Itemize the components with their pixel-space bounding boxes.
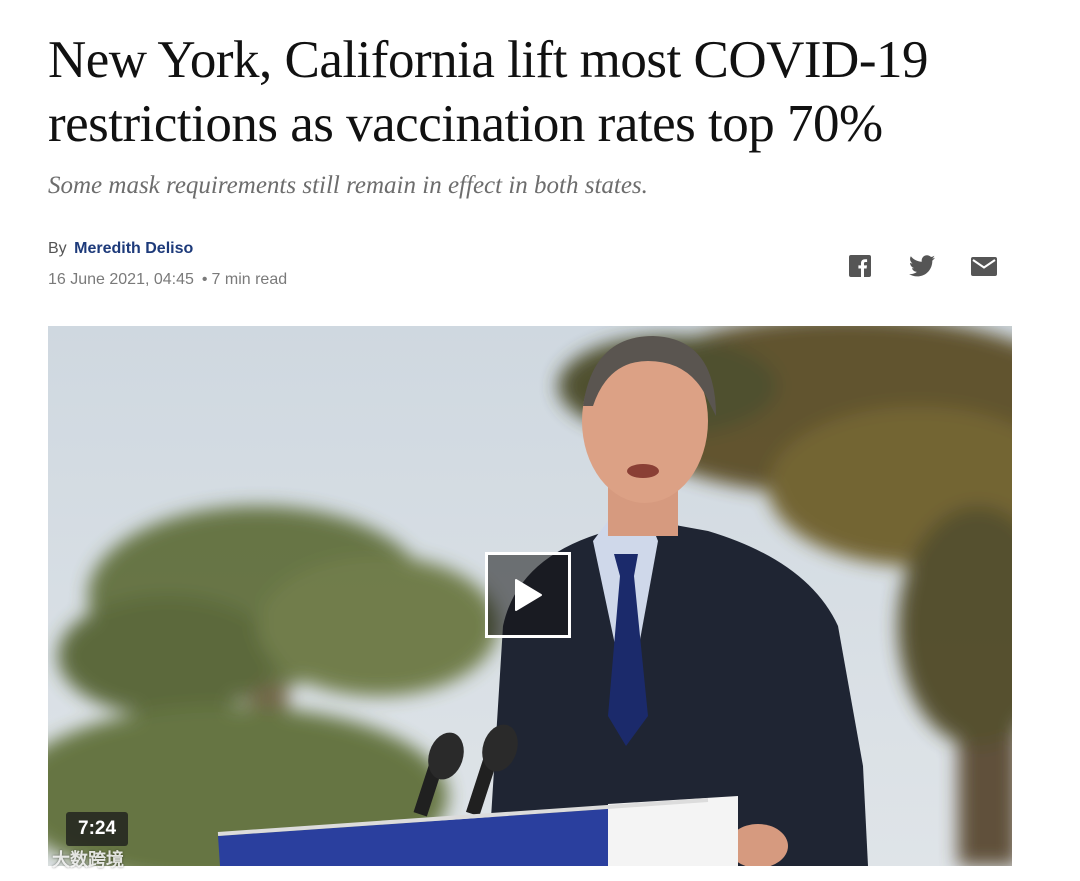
video-player[interactable]: 7:24 — [48, 326, 1012, 866]
play-button[interactable] — [485, 552, 571, 638]
article-subheadline: Some mask requirements still remain in e… — [48, 172, 648, 199]
video-thumbnail — [48, 326, 1012, 866]
play-icon — [515, 579, 542, 611]
watermark-logo-icon — [9, 850, 46, 868]
article-meta: 16 June 2021, 04:45 • 7 min read — [48, 271, 287, 289]
author-link[interactable]: Meredith Deliso — [74, 240, 194, 257]
facebook-icon — [849, 255, 871, 277]
byline: By Meredith Deliso — [48, 240, 193, 258]
twitter-icon — [909, 255, 935, 277]
read-time: 7 min read — [211, 271, 288, 288]
watermark: 大数跨境 — [8, 846, 124, 872]
video-duration: 7:24 — [66, 812, 129, 846]
meta-separator: • — [201, 271, 208, 288]
email-icon — [971, 256, 997, 276]
twitter-share-button[interactable] — [908, 253, 936, 279]
share-bar — [846, 253, 998, 279]
watermark-text: 大数跨境 — [52, 850, 124, 870]
facebook-share-button[interactable] — [846, 253, 874, 279]
article-headline: New York, California lift most COVID-19 … — [48, 31, 928, 153]
byline-prefix: By — [48, 240, 67, 257]
email-share-button[interactable] — [970, 253, 998, 279]
publish-date: 16 June 2021, 04:45 — [48, 271, 194, 288]
